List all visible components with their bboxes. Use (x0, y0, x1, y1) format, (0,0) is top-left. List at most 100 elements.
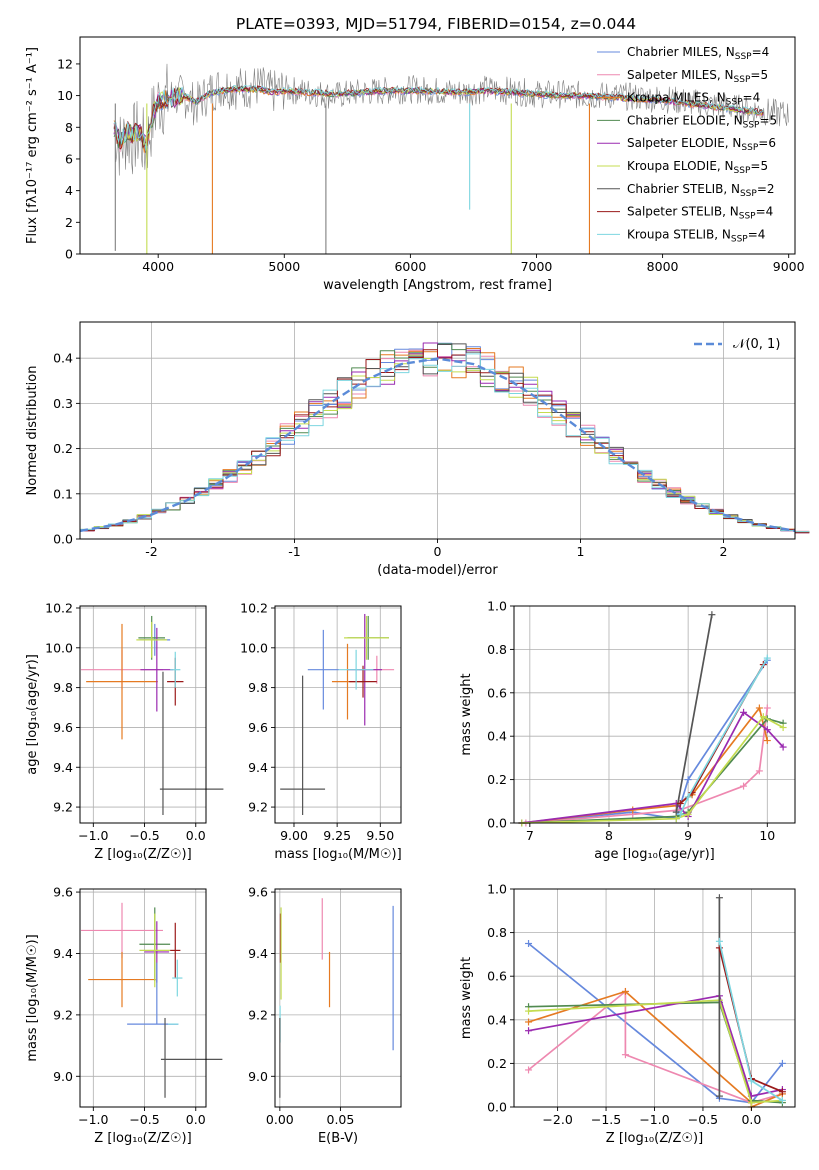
legend-label: Kroupa MILES, NSSP=4 (627, 91, 760, 108)
histogram-step-line (80, 349, 810, 534)
legend-label-tail: =4 (748, 227, 766, 241)
y-tick-label: 9.6 (53, 720, 73, 735)
legend-label-text: Kroupa ELODIE, N (627, 159, 734, 173)
x-axis-label: Z [log₁₀(Z/Z☉)] (94, 847, 191, 862)
weight-series-line (675, 614, 713, 813)
spectrum-panel: 4000 5000 6000 7000 8000 9000 0 2 4 6 8 10 12 wavelen… (25, 36, 805, 293)
y-tick-label: 9.2 (53, 1007, 73, 1022)
y-axis-label: mass weight (459, 957, 474, 1039)
y-tick-label: 10.0 (240, 640, 268, 655)
y-tick-label: 10.2 (240, 600, 268, 615)
y-tick-label: 0.0 (487, 1100, 507, 1115)
x-tick-label: 0.0 (741, 1112, 761, 1127)
x-axis-label: E(B-V) (318, 1131, 358, 1146)
y-tick-label: 8 (65, 120, 73, 135)
y-tick-label: 0.2 (487, 772, 507, 787)
x-tick-label: 0.00 (266, 1112, 294, 1127)
legend-label-sub: SSP (740, 189, 757, 199)
y-tick-label: 0.4 (53, 351, 73, 366)
figure-title: PLATE=0393, MJD=51794, FIBERID=0154, z=0… (236, 15, 636, 33)
x-tick-label: −1.0 (639, 1112, 669, 1127)
mass-weight-vs-metallicity-panel: −2.0 −1.5 −1.0 −0.5 0.0 0.0 0.2 0.4 0.6 0.8 1.0 Z [… (459, 882, 796, 1146)
legend-label-tail: =5 (759, 113, 777, 127)
legend-label-sub: SSP (741, 143, 758, 153)
legend-label: Kroupa ELODIE, NSSP=5 (627, 159, 768, 176)
y-tick-label: 0.0 (487, 816, 507, 831)
x-axis-label: Z [log₁₀(Z/Z☉)] (94, 1131, 191, 1146)
age-vs-mass-panel: 9.00 9.25 9.50 9.2 9.4 9.6 9.8 10.0 10.2 mass [lo… (240, 600, 402, 862)
legend-label-text: Kroupa STELIB, N (627, 227, 731, 241)
x-tick-label: 9000 (773, 259, 805, 274)
y-tick-label: 12 (57, 56, 73, 71)
y-tick-label: 9.0 (53, 1069, 73, 1084)
mass-vs-metallicity-panel: −1.0 −0.5 0.0 9.0 9.2 9.4 9.6 Z [log₁₀(Z/Z☉)] ma… (25, 885, 223, 1146)
mass-vs-ebv-panel: 0.00 0.05 9.0 9.2 9.4 9.6 E(B-V) (248, 885, 402, 1146)
x-tick-label: −1.0 (78, 1112, 108, 1127)
x-tick-label: −1.0 (78, 828, 108, 843)
legend-label-text: Kroupa MILES, N (627, 91, 726, 105)
y-tick-label: 6 (65, 151, 73, 166)
y-axis-label: Normed distribution (25, 366, 40, 496)
x-tick-label: 9.25 (323, 828, 351, 843)
x-tick-label: −0.5 (688, 1112, 718, 1127)
legend-label-tail: =6 (758, 136, 776, 150)
x-tick-label: 8000 (647, 259, 679, 274)
y-tick-label: 9.2 (248, 800, 268, 815)
legend-label-sub: SSP (726, 98, 743, 108)
legend-label: Salpeter MILES, NSSP=5 (627, 68, 768, 85)
x-axis-label: mass [log₁₀(M/M☉)] (274, 847, 401, 862)
y-tick-label: 0 (65, 247, 73, 262)
x-tick-label: 4000 (142, 259, 174, 274)
x-tick-label: -1 (288, 544, 300, 559)
mass-weight-vs-age-panel: 7 8 9 10 0.0 0.2 0.4 0.6 0.8 1.0 age [log₁₀(age/yr… (459, 599, 796, 862)
y-tick-label: 0.4 (487, 729, 507, 744)
legend-label-sub: SSP (743, 120, 760, 130)
y-tick-label: 0.0 (53, 532, 73, 547)
x-tick-label: 0.0 (186, 1112, 206, 1127)
legend-label: Chabrier ELODIE, NSSP=5 (627, 113, 777, 130)
legend-label-tail: =4 (743, 91, 761, 105)
y-tick-label: 2 (65, 215, 73, 230)
x-tick-label: 0 (434, 544, 442, 559)
y-tick-label: 0.6 (487, 969, 507, 984)
y-tick-label: 0.8 (487, 925, 507, 940)
x-tick-label: 0.05 (327, 1112, 355, 1127)
y-axis-label: age [log₁₀(age/yr)] (25, 654, 40, 775)
legend-label: Chabrier STELIB, NSSP=2 (627, 182, 775, 199)
age-vs-metallicity-panel: −1.0 −0.5 0.0 9.2 9.4 9.6 9.8 10.0 10.2 Z [log₁₀(… (25, 600, 224, 862)
legend-label-text: Chabrier MILES, N (627, 45, 735, 59)
histogram-step-line (80, 353, 810, 533)
x-axis-label: wavelength [Angstrom, rest frame] (323, 278, 552, 293)
legend-label-tail: =4 (752, 45, 770, 59)
y-tick-label: 4 (65, 183, 73, 198)
x-axis-label: age [log₁₀(age/yr)] (594, 847, 715, 862)
legend-label-sub: SSP (734, 166, 751, 176)
legend-label-text: Salpeter STELIB, N (627, 205, 739, 219)
normal-curve-line (79, 357, 796, 533)
x-tick-label: 5000 (268, 259, 300, 274)
y-tick-label: 1.0 (487, 599, 507, 614)
axes-frame (79, 888, 207, 1108)
x-tick-label: −1.5 (591, 1112, 621, 1127)
x-tick-label: −0.5 (129, 828, 159, 843)
y-tick-label: 9.8 (53, 680, 73, 695)
histogram-step-line (80, 354, 810, 533)
x-tick-label: 6000 (394, 259, 426, 274)
y-axis-label: mass weight (459, 673, 474, 755)
y-tick-label: 0.1 (53, 486, 73, 501)
axes-frame (79, 36, 796, 255)
y-tick-label: 9.4 (53, 760, 73, 775)
y-tick-label: 0.8 (487, 642, 507, 657)
y-tick-label: 9.4 (248, 760, 268, 775)
x-tick-label: 9 (684, 828, 692, 843)
y-tick-label: 10.2 (45, 600, 73, 615)
x-tick-label: 9.00 (280, 828, 308, 843)
y-tick-label: 0.2 (53, 441, 73, 456)
weight-series-line (521, 659, 769, 824)
y-tick-label: 9.6 (53, 885, 73, 900)
x-tick-label: 10 (759, 828, 775, 843)
y-tick-label: 10 (57, 88, 73, 103)
y-axis-label: mass [log₁₀(M/M☉)] (25, 934, 40, 1061)
y-tick-label: 9.6 (248, 885, 268, 900)
weight-series-line (528, 994, 783, 1097)
